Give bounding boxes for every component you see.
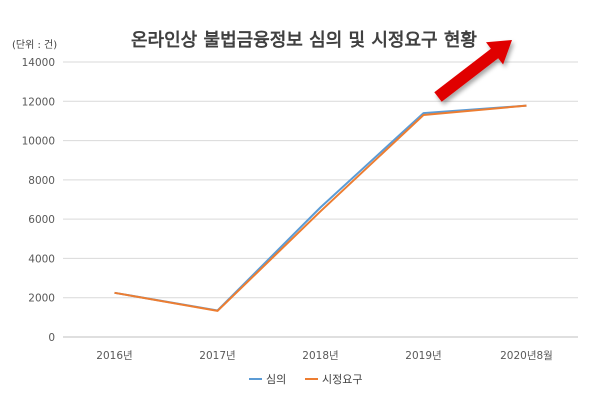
x-tick-label: 2018년 [302,350,338,362]
y-tick-label: 2000 [28,293,55,305]
x-tick-label: 2019년 [405,350,441,362]
legend-label-shim: 심의 [266,373,286,386]
y-tick-label: 12000 [22,96,55,108]
x-tick-labels: 2016년 2017년 2018년 2019년 2020년8월 [96,350,553,362]
gridlines [63,61,578,338]
y-tick-label: 6000 [28,214,55,226]
series-lines [114,104,527,312]
chart-title: 온라인상 불법금융정보 심의 및 시정요구 현황 [131,30,477,51]
y-tick-label: 4000 [28,253,55,265]
y-tick-label: 10000 [22,136,55,148]
y-tick-label: 0 [48,332,55,344]
series-line-sijeong [114,104,527,312]
red-arrow-icon [434,40,512,102]
series-line-shim [114,104,527,312]
x-tick-label: 2017년 [199,350,235,362]
y-tick-label: 14000 [22,57,55,69]
x-tick-label: 2020년8월 [500,350,553,362]
legend-label-sijeong: 시정요구 [322,373,362,386]
x-tick-label: 2016년 [96,350,132,362]
y-tick-labels: 0 2000 4000 6000 8000 10000 12000 14000 [22,57,55,344]
unit-label: (단위 : 건) [12,38,57,51]
legend: 심의 시정요구 [249,373,362,386]
y-tick-label: 8000 [28,175,55,187]
